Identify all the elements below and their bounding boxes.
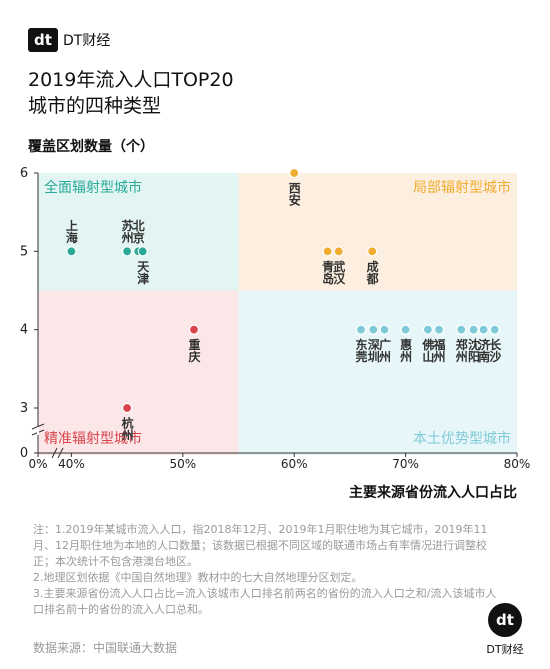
- point: [289, 167, 300, 179]
- x-tick-label: 60%: [281, 457, 308, 471]
- note: 2.地理区划依据《中国自然地理》教材中的七大自然地理分区划定。: [33, 571, 363, 584]
- quadrant: [38, 173, 239, 291]
- point: [322, 246, 333, 257]
- point: [66, 246, 77, 257]
- point: [400, 324, 411, 335]
- chart-title: 城市的四种类型: [28, 95, 161, 117]
- point-label: 广州: [377, 337, 391, 363]
- quadrant: [38, 290, 239, 455]
- quadrant-label: 全面辐射型城市: [44, 179, 142, 196]
- point-label: 东莞: [354, 337, 368, 363]
- x-tick-label: 80%: [504, 457, 531, 471]
- logo-mark: dt: [496, 611, 514, 629]
- point-label: 长沙: [488, 337, 502, 363]
- y-tick-label: 4: [20, 323, 28, 338]
- point: [355, 324, 367, 335]
- point-label: 苏州: [120, 218, 134, 244]
- brand: DT财经: [486, 642, 523, 656]
- note: 3.主要来源省份流入人口占比=流入该城市人口排名前两名的省份的流入人口之和/流入…: [33, 587, 497, 616]
- point: [137, 246, 148, 257]
- logo-mark: dt: [34, 31, 52, 49]
- point-label: 深圳: [366, 337, 380, 363]
- point: [188, 324, 200, 335]
- y-tick-label: 6: [20, 166, 28, 181]
- point: [367, 246, 378, 257]
- point-label: 福州: [432, 337, 446, 363]
- point-label: 佛山: [421, 337, 435, 363]
- point-label: 青岛: [321, 259, 335, 285]
- point-label: 天津: [136, 260, 150, 285]
- point: [379, 324, 390, 335]
- y-axis-title: 覆盖区划数量（个）: [28, 138, 154, 155]
- x-tick-label: 0%: [28, 457, 47, 471]
- quadrant-label: 局部辐射型城市: [413, 179, 511, 196]
- y-tick-label: 3: [20, 401, 28, 416]
- axis-break: [51, 447, 64, 459]
- point-label: 武汉: [332, 259, 346, 285]
- point-label: 惠州: [399, 337, 413, 363]
- point-label: 郑州: [454, 337, 468, 363]
- point: [433, 324, 445, 335]
- point-label: 杭州: [120, 416, 134, 442]
- quadrant: [238, 290, 517, 455]
- point: [456, 324, 467, 335]
- point: [468, 324, 479, 335]
- note: 注：1.2019年某城市流入人口，指2018年12月、2019年1月职住地为其它…: [33, 523, 488, 568]
- chart-title: 2019年流入人口TOP20: [28, 69, 234, 91]
- point-label: 北京: [131, 218, 145, 244]
- point-label: 沈阳: [467, 337, 481, 363]
- y-tick-label: 0: [20, 446, 28, 461]
- point: [333, 246, 344, 257]
- point: [478, 324, 489, 335]
- x-tick-label: 70%: [392, 457, 419, 471]
- point: [122, 246, 133, 257]
- x-tick-label: 40%: [58, 457, 85, 471]
- source: 数据来源：中国联通大数据: [33, 641, 178, 655]
- notes: 注：1.2019年某城市流入人口，指2018年12月、2019年1月职住地为其它…: [33, 522, 503, 618]
- point-label: 成都: [365, 259, 379, 285]
- y-tick-label: 5: [20, 244, 28, 259]
- point-label: 重庆: [187, 337, 201, 363]
- x-axis-title: 主要来源省份流入人口占比: [349, 484, 517, 501]
- point-label: 西安: [287, 182, 301, 207]
- quadrant-label: 精准辐射型城市: [44, 430, 142, 447]
- point-label: 济南: [477, 337, 491, 363]
- axis-break-gap: [37, 427, 39, 435]
- point-label: 上海: [64, 218, 78, 244]
- x-tick-label: 50%: [169, 457, 196, 471]
- point: [368, 324, 379, 335]
- point: [122, 402, 133, 414]
- brand: DT财经: [63, 33, 110, 49]
- point: [489, 324, 500, 335]
- point: [422, 324, 433, 335]
- logo-box: [28, 28, 58, 52]
- quadrant-label: 本土优势型城市: [413, 430, 511, 447]
- quadrant: [238, 173, 517, 291]
- logo-circle: [488, 603, 522, 637]
